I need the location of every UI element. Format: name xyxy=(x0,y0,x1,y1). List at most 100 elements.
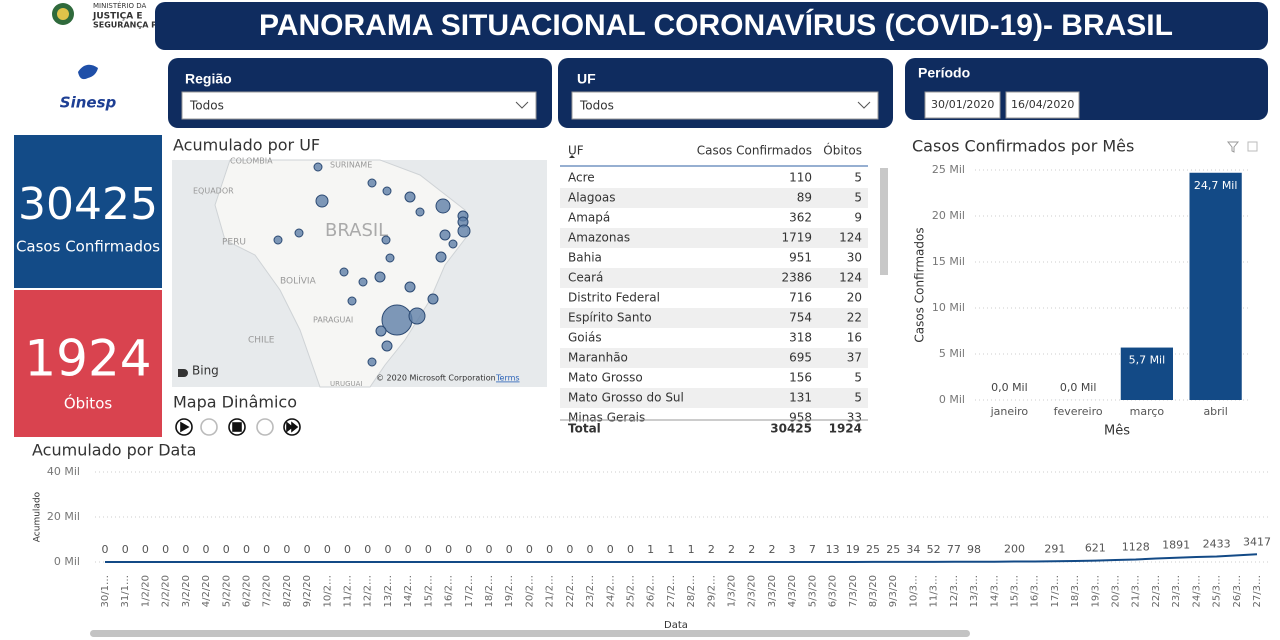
row-label: Bahia xyxy=(568,251,602,265)
line-series xyxy=(105,553,1258,563)
row-background xyxy=(560,348,868,368)
table-cell: 5 xyxy=(854,191,862,205)
data-label: 0 xyxy=(203,543,210,556)
scrollbar[interactable] xyxy=(90,630,970,637)
x-tick-label: 26/2… xyxy=(646,575,657,607)
data-label: 1128 xyxy=(1122,540,1150,553)
x-tick-label: 6/3/20 xyxy=(828,575,839,607)
filter-icon[interactable] xyxy=(1226,141,1240,153)
map-bubble xyxy=(435,198,451,214)
table-cell: 156 xyxy=(789,371,812,385)
row-label: Maranhão xyxy=(568,351,628,365)
map-bubble xyxy=(381,304,413,336)
table-cell: 22 xyxy=(847,311,862,325)
table-cell: 754 xyxy=(789,311,812,325)
kpi-value: 30425 xyxy=(18,179,158,230)
date-start[interactable]: 30/01/2020 xyxy=(931,98,994,111)
data-label: 25 xyxy=(886,543,900,556)
data-label: 0 xyxy=(263,543,270,556)
data-label: 0 xyxy=(344,543,351,556)
x-tick-label: 7/3/20 xyxy=(848,575,859,607)
x-tick-label: 21/2… xyxy=(545,575,556,607)
date-input[interactable] xyxy=(924,91,1001,119)
x-tick-label: 9/3/20 xyxy=(888,575,899,607)
data-label: 0 xyxy=(546,543,553,556)
map-bubble xyxy=(457,224,471,238)
map-bubbles xyxy=(273,162,471,367)
table-cell: 9 xyxy=(854,211,862,225)
map-provider: Bing xyxy=(192,364,219,378)
filter-label: Região xyxy=(185,71,232,87)
date-input[interactable] xyxy=(1005,91,1080,119)
x-tick-label: 6/2/20 xyxy=(241,575,252,607)
y-axis-title: Acumulado xyxy=(33,491,43,542)
dropdown[interactable] xyxy=(181,91,537,120)
bar xyxy=(1189,172,1242,400)
data-label: 2 xyxy=(748,543,755,556)
data-label: 0 xyxy=(405,543,412,556)
stop-icon xyxy=(232,422,242,432)
map-bubble xyxy=(273,235,283,245)
stop-button[interactable] xyxy=(228,418,246,436)
map-place: COLOMBIA xyxy=(230,157,273,166)
x-tick-label: 14/3… xyxy=(989,575,1000,607)
map-bubble xyxy=(294,228,304,238)
total-cell: 30425 xyxy=(770,422,812,436)
row-label: Mato Grosso do Sul xyxy=(568,391,684,405)
chart-title: Acumulado por Data xyxy=(32,441,196,460)
map-bubble xyxy=(435,251,447,263)
data-label: 0 xyxy=(486,543,493,556)
data-label: 0 xyxy=(122,543,129,556)
map-terms[interactable]: Terms xyxy=(495,374,520,383)
x-tick-label: 2/3/20 xyxy=(747,575,758,607)
column-header: UF xyxy=(568,144,584,158)
table-cell: 124 xyxy=(839,231,862,245)
table-cell: 362 xyxy=(789,211,812,225)
data-label: 13 xyxy=(826,543,840,556)
date-end[interactable]: 16/04/2020 xyxy=(1011,98,1074,111)
x-tick-label: abril xyxy=(1203,405,1227,418)
table-cell: 16 xyxy=(847,331,862,345)
x-tick-label: 23/3… xyxy=(1171,575,1182,607)
filter-label: UF xyxy=(577,71,596,87)
data-label: 0 xyxy=(506,543,513,556)
map-place: CHILE xyxy=(248,336,275,346)
scrollbar[interactable] xyxy=(880,168,888,275)
table-cell: 958 xyxy=(789,411,812,425)
table-cell: 1719 xyxy=(781,231,812,245)
row-label: Goiás xyxy=(568,331,602,345)
y-tick-label: 40 Mil xyxy=(47,465,80,478)
dropdown[interactable] xyxy=(571,91,879,120)
table-cell: 951 xyxy=(789,251,812,265)
focus-icon[interactable] xyxy=(1247,141,1258,152)
total-cell: Total xyxy=(568,422,601,436)
forward-button[interactable] xyxy=(283,418,301,436)
ministry-emblem xyxy=(57,8,69,20)
data-label: 3 xyxy=(789,543,796,556)
map-place: SURINAME xyxy=(330,161,372,170)
data-label: 0 xyxy=(566,543,573,556)
pause-button[interactable] xyxy=(200,418,218,436)
column-header: Casos Confirmados xyxy=(697,144,812,158)
x-axis-title: Mês xyxy=(1104,424,1130,439)
y-axis-title: Casos Confirmados xyxy=(913,227,927,342)
map-bubble xyxy=(427,293,439,305)
data-label: 2 xyxy=(728,543,735,556)
chevron xyxy=(857,101,871,109)
row-label: Amazonas xyxy=(568,231,630,245)
table-cell: 89 xyxy=(797,191,812,205)
y-tick-label: 15 Mil xyxy=(932,255,965,268)
dropdown-value[interactable]: Todos xyxy=(189,99,224,113)
back-button[interactable] xyxy=(256,418,274,436)
data-label: 291 xyxy=(1044,542,1065,555)
map-bubble xyxy=(347,296,357,306)
chart-title: Casos Confirmados por Mês xyxy=(912,137,1134,156)
table-cell: 5 xyxy=(854,371,862,385)
x-tick-label: 20/3… xyxy=(1111,575,1122,607)
dropdown-value[interactable]: Todos xyxy=(579,99,614,113)
x-tick-label: 18/2… xyxy=(484,575,495,607)
data-label: 0 xyxy=(142,543,149,556)
play-button[interactable] xyxy=(175,418,193,436)
sinesp-logo: Sinesp xyxy=(60,94,117,112)
